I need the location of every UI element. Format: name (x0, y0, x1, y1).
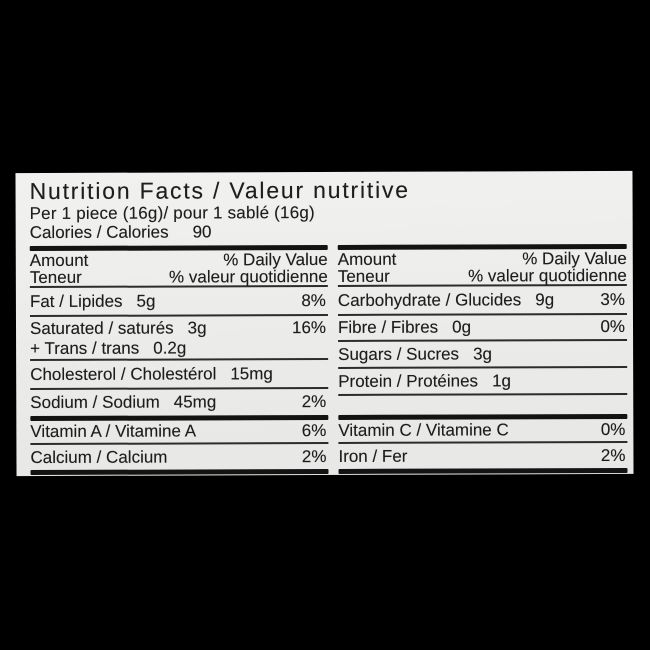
column-header: Amount % Daily Value Teneur % valeur quo… (337, 248, 627, 287)
nutrient-dv: 8% (301, 290, 326, 310)
nutrient-dv: 16% (291, 317, 327, 338)
nutrient-amount: 9g (535, 289, 555, 309)
nutrient-amount: 3g (473, 343, 492, 363)
nutrition-facts-label: Nutrition Facts / Valeur nutritive Per 1… (15, 170, 634, 477)
nutrient-name: Vitamin A / Vitamine A (30, 421, 197, 442)
header-amount-fr: Teneur (337, 266, 390, 286)
nutrient-name: Fat / Lipides (29, 291, 123, 311)
nutrient-row-vitamin-a: Vitamin A / Vitamine A 6% (30, 419, 329, 446)
nutrient-amount: 3g (187, 318, 207, 338)
nutrient-name: Protein / Protéines (338, 370, 479, 391)
serving-size: Per 1 piece (16g)/ pour 1 sablé (16g) (29, 203, 315, 224)
nutrient-amount: 15mg (230, 363, 273, 383)
header-amount-en: Amount (337, 249, 397, 269)
nutrient-amount: 1g (492, 370, 511, 390)
calories-line: Calories / Calories 90 (30, 221, 627, 242)
nutrient-dv: 2% (301, 446, 327, 466)
nutrient-dv: 0% (600, 419, 626, 440)
nutrient-row-sugars: Sugars / Sucres 3g (338, 340, 628, 369)
column-header: Amount % Daily Value Teneur % valeur quo… (29, 249, 328, 289)
nutrient-name: Carbohydrate / Glucides (337, 289, 522, 310)
header-amount-en: Amount (29, 250, 89, 271)
nutrient-name: Vitamin C / Vitamine C (338, 420, 509, 440)
nutrient-row-cholesterol: Cholesterol / Cholestérol 15mg (30, 359, 329, 391)
nutrient-name: Fibre / Fibres (337, 317, 439, 337)
column-gap (338, 395, 627, 415)
nutrient-name: Sodium / Sodium (30, 392, 160, 413)
nutrient-amount: 0g (452, 317, 472, 337)
nutrient-amount: 5g (136, 291, 156, 311)
header-dv-fr: % valeur quotidienne (468, 265, 627, 286)
nutrient-row-protein: Protein / Protéines 1g (338, 367, 628, 396)
nutrient-name: + Trans / trans (30, 338, 140, 359)
left-column: Amount % Daily Value Teneur % valeur quo… (29, 244, 329, 476)
nutrient-name: Cholesterol / Cholestérol (30, 363, 217, 384)
nutrient-row-sodium: Sodium / Sodium 45mg 2% (30, 389, 328, 416)
header-amount-fr: Teneur (29, 267, 82, 288)
calories-value: 90 (192, 222, 212, 242)
nutrient-row-saturated-trans: Saturated / saturés 3g 16% + Trans / tra… (29, 315, 329, 362)
nutrient-dv: 6% (301, 420, 327, 441)
nutrient-dv: 0% (600, 316, 626, 337)
calories-label: Calories / Calories (29, 222, 169, 243)
nutrient-row-fibre: Fibre / Fibres 0g 0% (337, 314, 628, 342)
nutrient-amount: 45mg (173, 392, 217, 412)
nutrient-name: Saturated / saturés (29, 318, 174, 339)
nutrient-row-calcium: Calcium / Calcium 2% (30, 444, 328, 470)
nutrient-row-iron: Iron / Fer 2% (338, 443, 627, 469)
nutrient-row-carbohydrate: Carbohydrate / Glucides 9g 3% (337, 285, 627, 316)
nutrient-amount: 0.2g (153, 338, 187, 358)
nutrient-name: Iron / Fer (338, 446, 408, 466)
separator-thick (30, 468, 329, 476)
header-dv-fr: % valeur quotidienne (169, 266, 328, 287)
nutrient-row-fat: Fat / Lipides 5g 8% (29, 286, 328, 318)
nutrient-dv: 2% (600, 445, 626, 465)
nutrient-dv: 3% (600, 289, 625, 309)
nutrient-row-vitamin-c: Vitamin C / Vitamine C 0% (338, 418, 628, 444)
nutrient-dv: 2% (301, 391, 327, 412)
separator-thick (338, 467, 628, 474)
nutrient-name: Calcium / Calcium (30, 447, 168, 467)
header-dv-en: % Daily Value (522, 248, 627, 269)
nutrient-columns: Amount % Daily Value Teneur % valeur quo… (29, 243, 628, 476)
nutrient-name: Sugars / Sucres (338, 344, 460, 364)
header-dv-en: % Daily Value (223, 249, 328, 270)
label-title: Nutrition Facts / Valeur nutritive (29, 176, 410, 205)
right-column: Amount % Daily Value Teneur % valeur quo… (337, 243, 628, 474)
